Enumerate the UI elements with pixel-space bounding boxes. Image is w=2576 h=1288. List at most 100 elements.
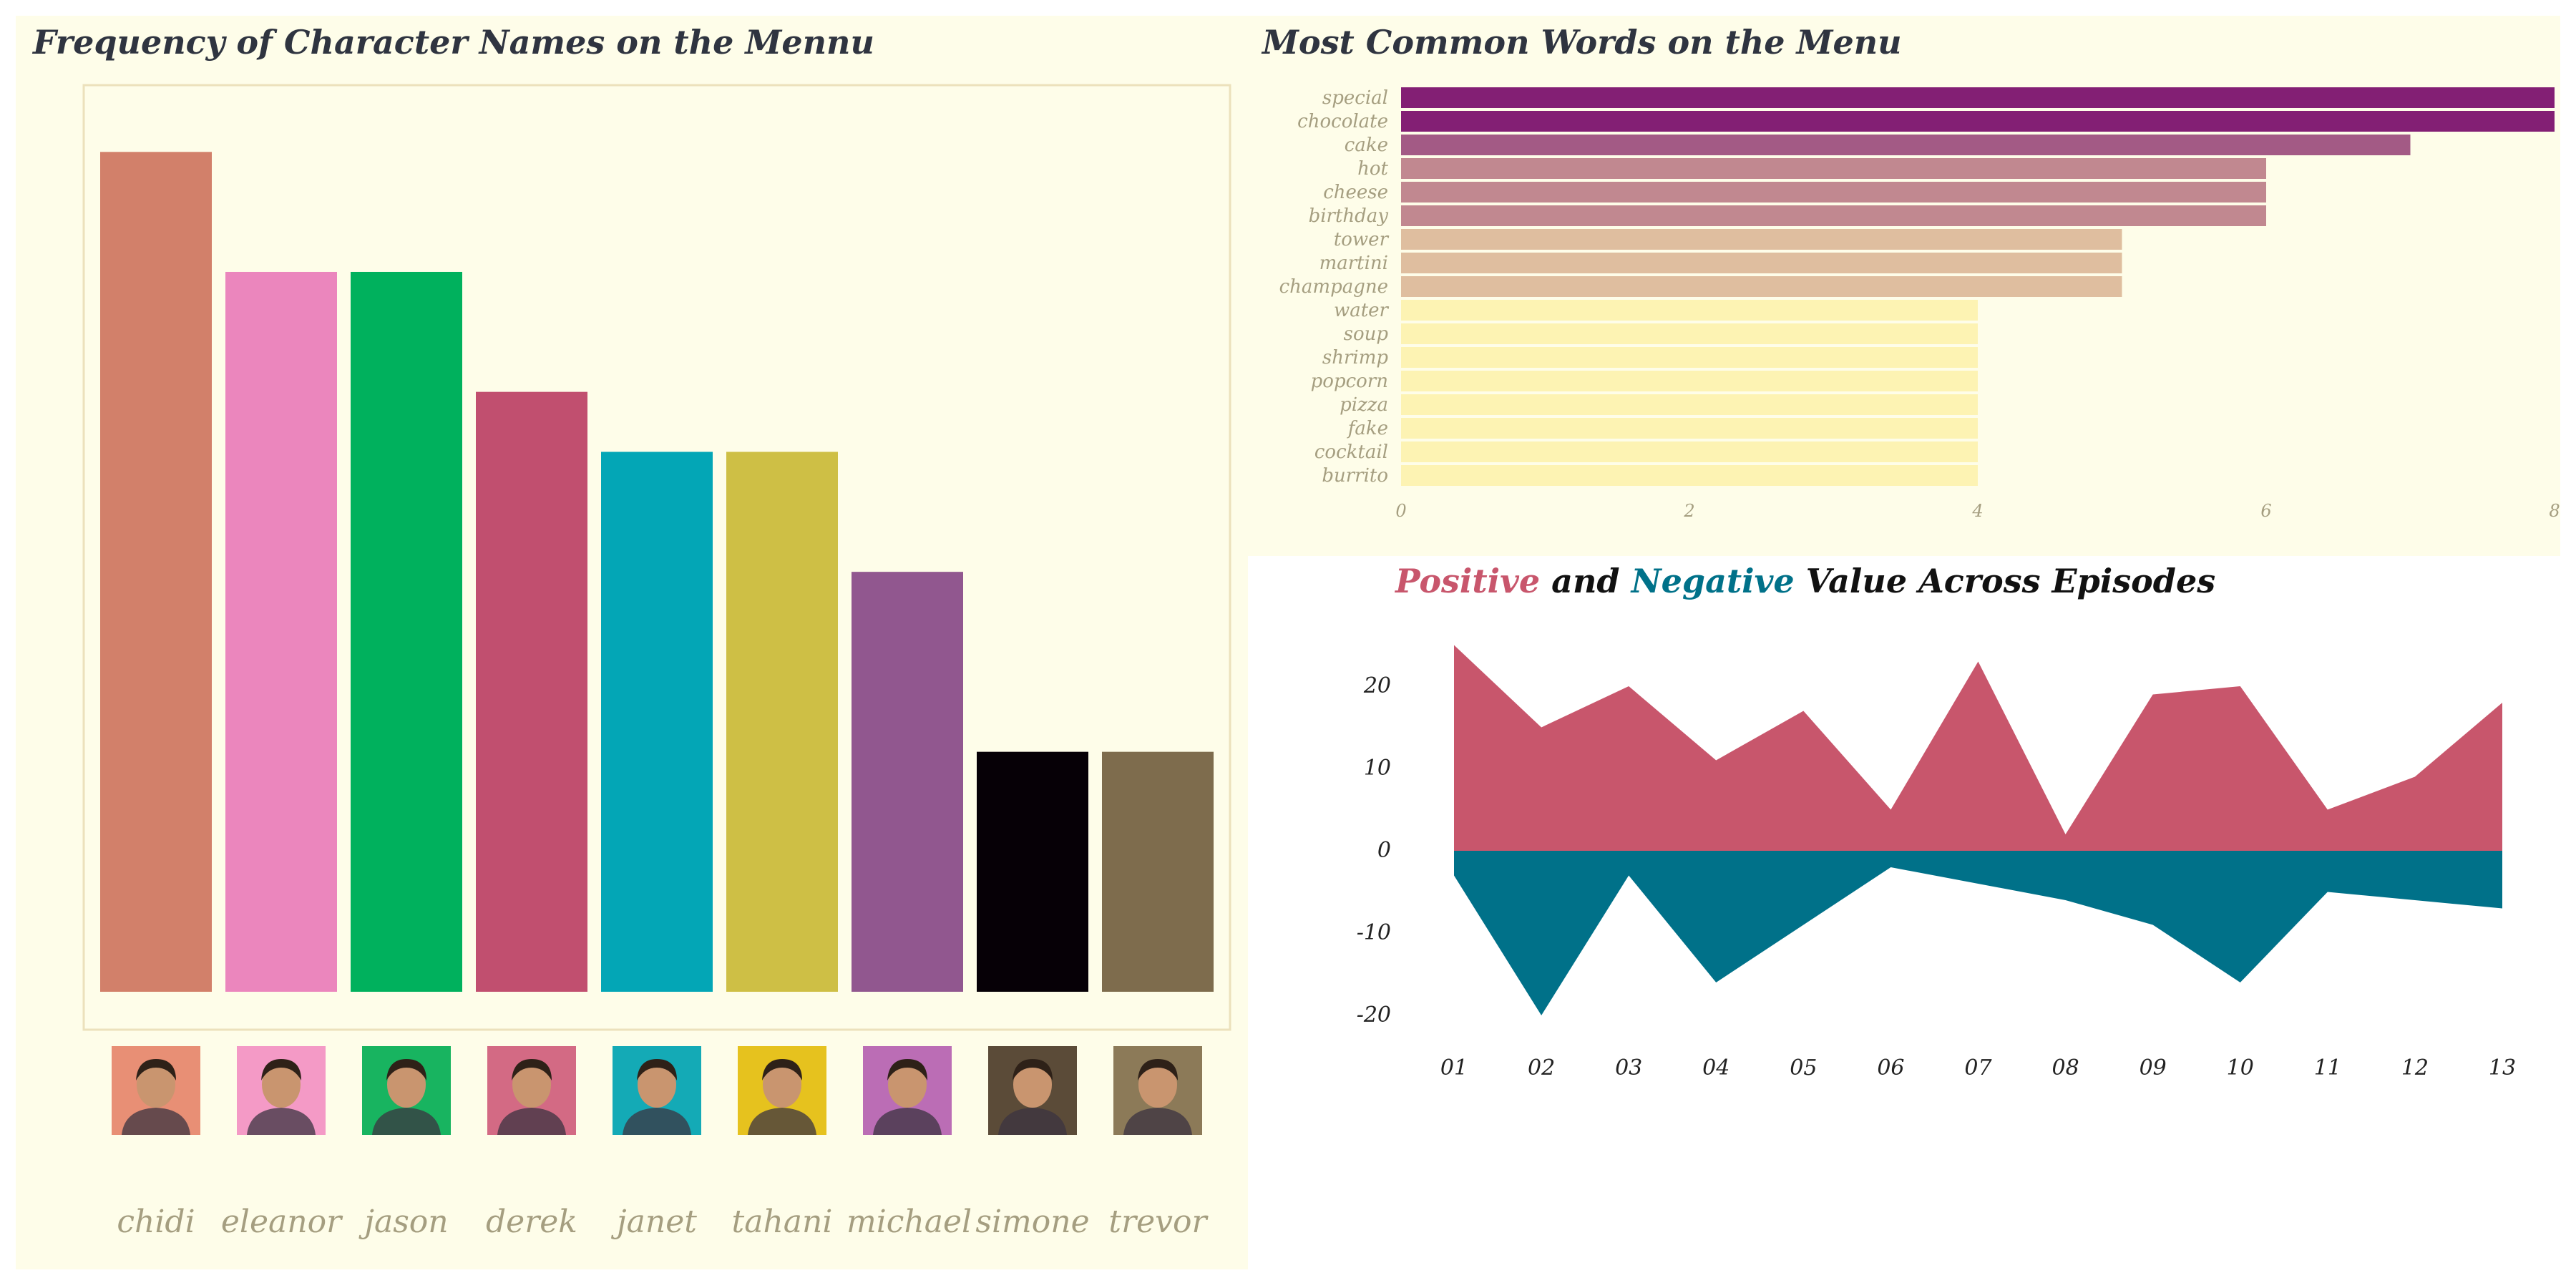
avatar-hair [762, 1059, 802, 1080]
word-label-tower: tower [1334, 229, 1390, 250]
word-bar-popcorn [1401, 371, 1978, 391]
word-bar-burrito [1401, 465, 1978, 486]
common-words-panel: Most Common Words on the Menu special cho… [1248, 16, 2560, 556]
y-tick: 20 [1363, 673, 1391, 698]
bar-janet [601, 452, 713, 992]
word-label-burrito: burrito [1322, 465, 1388, 487]
title-negative: Negative [1631, 562, 1795, 600]
avatar-body [372, 1108, 441, 1135]
x-tick-episode: 09 [2140, 1055, 2167, 1080]
bar-chidi [100, 152, 212, 992]
avatar-face [137, 1062, 175, 1108]
word-bar-birthday [1401, 205, 2266, 226]
word-bar-chocolate [1401, 111, 2555, 132]
avatar-hair [637, 1059, 677, 1080]
word-bar-soup [1401, 323, 1978, 344]
word-label-birthday: birthday [1309, 205, 1389, 227]
name-label-michael: michael [847, 1204, 972, 1240]
x-tick-episode: 04 [1702, 1055, 1729, 1080]
y-tick: 10 [1364, 756, 1391, 781]
bar-trevor [1102, 751, 1214, 992]
episode-area-chart: 20 10 0 -10 -20 01 02 03 04 05 06 07 08 09 10 11 12 13 [1357, 645, 2516, 1080]
x-tick: 4 [1971, 501, 1983, 521]
bar-derek [476, 391, 587, 992]
avatar-body [122, 1108, 190, 1135]
area-negative [1454, 851, 2502, 1015]
word-label-soup: soup [1344, 323, 1389, 345]
word-bar-tower [1401, 229, 2122, 250]
title-and: and [1551, 562, 1620, 600]
word-label-hot: hot [1357, 158, 1388, 180]
word-label-shrimp: shrimp [1322, 347, 1388, 369]
word-label-cheese: cheese [1323, 182, 1388, 203]
word-label-pizza: pizza [1340, 394, 1388, 416]
word-bar-cocktail [1401, 441, 1978, 462]
avatar-face [387, 1062, 426, 1108]
avatar-body [998, 1108, 1067, 1135]
avatar-hair [386, 1059, 426, 1080]
avatar-body [748, 1108, 816, 1135]
x-tick-episode: 12 [2401, 1055, 2429, 1080]
x-tick: 6 [2260, 501, 2271, 521]
word-bar-shrimp [1401, 347, 1978, 368]
words-chart-title: Most Common Words on the Menu [1262, 23, 1902, 62]
avatar-body [623, 1108, 691, 1135]
word-label-cocktail: cocktail [1314, 441, 1388, 463]
avatar-face [888, 1062, 927, 1108]
word-bar-pizza [1401, 394, 1978, 415]
avatar-hair [887, 1059, 927, 1080]
avatar-face [638, 1062, 676, 1108]
avatar-face [512, 1062, 551, 1108]
y-tick: 0 [1377, 838, 1391, 863]
bar-simone [977, 751, 1088, 992]
avatar-simone [988, 1046, 1077, 1135]
x-tick: 0 [1395, 501, 1406, 521]
character-chart-title: Frequency of Character Names on the Menn… [33, 23, 874, 62]
word-label-martini: martini [1319, 253, 1388, 274]
word-label-special: special [1322, 87, 1388, 109]
avatar-body [247, 1108, 316, 1135]
avatar-hair [136, 1059, 176, 1080]
x-tick-episode: 06 [1877, 1055, 1904, 1080]
avatar-tahani [738, 1046, 826, 1135]
x-tick: 8 [2549, 501, 2560, 521]
title-rest: Value Across Episodes [1805, 562, 2216, 600]
x-tick-episode: 08 [2051, 1055, 2079, 1080]
avatar-body [873, 1108, 942, 1135]
word-bar-champagne [1401, 276, 2122, 297]
word-bar-cake [1401, 135, 2411, 155]
word-bar-martini [1401, 253, 2122, 273]
avatar-hair [261, 1059, 301, 1080]
x-tick: 2 [1683, 501, 1694, 521]
x-tick-episode: 10 [2227, 1055, 2254, 1080]
avatar-hair [1138, 1059, 1178, 1080]
title-positive: Positive [1395, 562, 1541, 600]
word-label-cake: cake [1345, 135, 1388, 156]
x-tick-episode: 03 [1615, 1055, 1642, 1080]
avatar-chidi [112, 1046, 200, 1135]
character-bar-chart [82, 84, 1231, 1031]
avatar-hair [1013, 1059, 1053, 1080]
avatar-face [262, 1062, 301, 1108]
avatar-janet [613, 1046, 701, 1135]
character-names-panel: Frequency of Character Names on the Menn… [16, 16, 1248, 1269]
word-bar-special [1401, 87, 2555, 108]
bar-eleanor [225, 271, 337, 992]
plot-frame [82, 84, 1231, 1031]
name-label-tahani: tahani [731, 1204, 833, 1240]
name-label-jason: jason [364, 1204, 449, 1240]
word-label-chocolate: chocolate [1297, 111, 1388, 132]
episode-value-panel: Positive and Negative Value Across Episo… [1248, 556, 2576, 1288]
name-label-simone: simone [975, 1204, 1090, 1240]
name-label-derek: derek [486, 1204, 577, 1240]
word-bar-cheese [1401, 182, 2266, 203]
bar-jason [351, 271, 462, 992]
x-tick-episode: 13 [2489, 1055, 2516, 1080]
word-label-champagne: champagne [1279, 276, 1388, 298]
name-label-eleanor: eleanor [220, 1204, 342, 1240]
area-positive [1454, 645, 2502, 851]
name-label-chidi: chidi [117, 1204, 195, 1240]
avatar-derek [487, 1046, 576, 1135]
x-tick-episode: 07 [1964, 1055, 1992, 1080]
